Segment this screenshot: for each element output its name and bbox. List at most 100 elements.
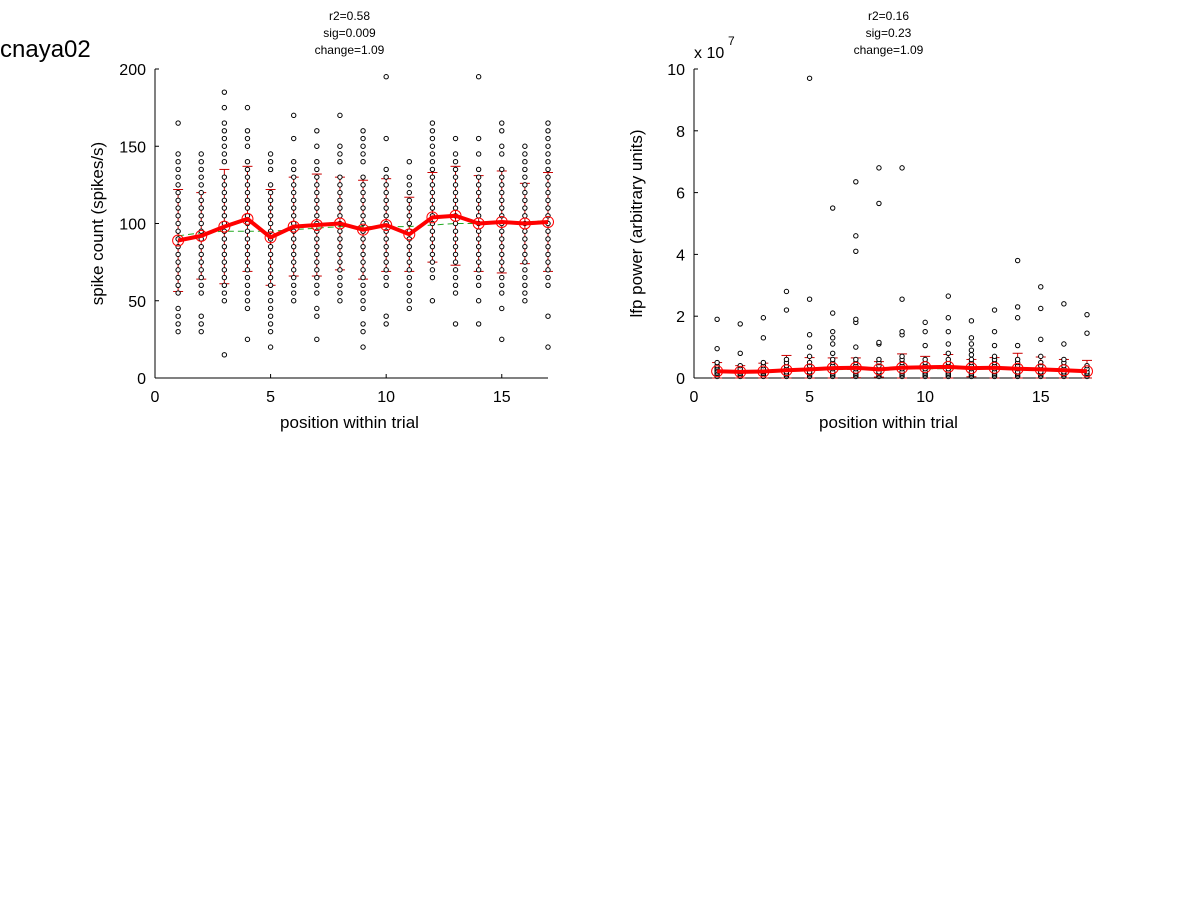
data-point (383, 205, 389, 211)
data-point (383, 213, 389, 219)
data-point (475, 321, 482, 327)
data-point (1084, 330, 1090, 336)
data-point (244, 336, 251, 343)
data-point (545, 267, 551, 273)
data-point (499, 305, 505, 312)
data-point (429, 205, 436, 211)
y-tick-label: 2 (676, 309, 685, 326)
data-point (406, 290, 412, 296)
data-point (383, 189, 389, 196)
data-point (499, 189, 505, 196)
data-point (244, 228, 251, 234)
data-point (291, 189, 297, 196)
mean-marker (333, 217, 346, 230)
data-point (267, 197, 274, 204)
data-point (175, 174, 181, 180)
data-point (991, 307, 998, 313)
y-axis-label: spike count (spikes/s) (88, 142, 107, 305)
y-tick-label: 4 (676, 247, 685, 264)
data-point (545, 213, 551, 219)
data-point (806, 332, 813, 338)
data-point (175, 182, 181, 188)
data-point (221, 174, 228, 180)
data-point (945, 315, 951, 321)
y-tick-label: 8 (676, 124, 685, 141)
data-point (876, 356, 882, 363)
data-point (267, 328, 274, 335)
data-point (522, 282, 528, 288)
data-point (429, 159, 436, 165)
data-point (452, 151, 459, 157)
data-point (522, 159, 528, 165)
data-point (991, 353, 998, 360)
data-point (899, 353, 905, 360)
data-point (853, 356, 859, 363)
data-point (267, 259, 274, 265)
data-point (922, 356, 928, 363)
mean-marker (472, 217, 485, 230)
data-point (522, 251, 528, 258)
data-point (360, 128, 366, 134)
data-point (291, 298, 297, 304)
data-point (267, 205, 274, 211)
data-point (267, 274, 274, 281)
data-point (545, 174, 551, 180)
data-point (1084, 311, 1090, 318)
data-point (175, 267, 181, 273)
data-point (221, 251, 228, 258)
data-point (406, 274, 412, 281)
data-point (545, 189, 551, 196)
x-axis-label: position within trial (280, 413, 419, 432)
stat-label: sig=0.23 (866, 26, 912, 40)
mean-marker (757, 365, 770, 378)
data-point (545, 128, 551, 134)
data-point (291, 251, 297, 258)
data-point (360, 267, 366, 273)
data-point (244, 143, 251, 149)
data-point (406, 205, 412, 211)
data-point (545, 274, 551, 281)
data-point (383, 166, 389, 173)
mean-marker (172, 234, 185, 247)
data-point (360, 189, 366, 196)
data-point (545, 166, 551, 173)
data-point (499, 174, 505, 180)
data-point (267, 182, 274, 188)
data-point (545, 197, 551, 204)
x-tick-label: 15 (493, 389, 511, 406)
data-point (406, 189, 412, 196)
data-point (221, 128, 228, 134)
mean-marker (965, 362, 978, 375)
data-point (737, 321, 743, 327)
data-point (1014, 342, 1021, 349)
data-point (360, 205, 366, 211)
data-point (475, 197, 482, 204)
x-tick-label: 10 (916, 389, 934, 406)
data-point (522, 298, 528, 304)
y-exponent-power: 7 (728, 34, 735, 48)
data-point (383, 321, 389, 327)
data-point (314, 189, 320, 196)
data-point (499, 274, 505, 281)
data-point (244, 189, 251, 196)
data-point (267, 251, 274, 258)
data-point (522, 213, 528, 219)
data-point (267, 220, 274, 227)
data-point (406, 182, 412, 188)
data-point (337, 267, 343, 273)
mean-marker (218, 220, 231, 233)
data-point (545, 143, 551, 149)
data-point (830, 328, 836, 335)
data-point (475, 243, 482, 250)
data-point (383, 274, 389, 281)
data-point (267, 159, 274, 165)
data-point (806, 353, 813, 360)
data-point (383, 228, 389, 234)
data-point (291, 267, 297, 273)
stat-label: r2=0.58 (329, 9, 370, 23)
data-point (876, 339, 882, 346)
mean-marker (403, 228, 416, 241)
data-point (452, 220, 459, 227)
data-point (545, 151, 551, 157)
data-point (360, 213, 366, 219)
